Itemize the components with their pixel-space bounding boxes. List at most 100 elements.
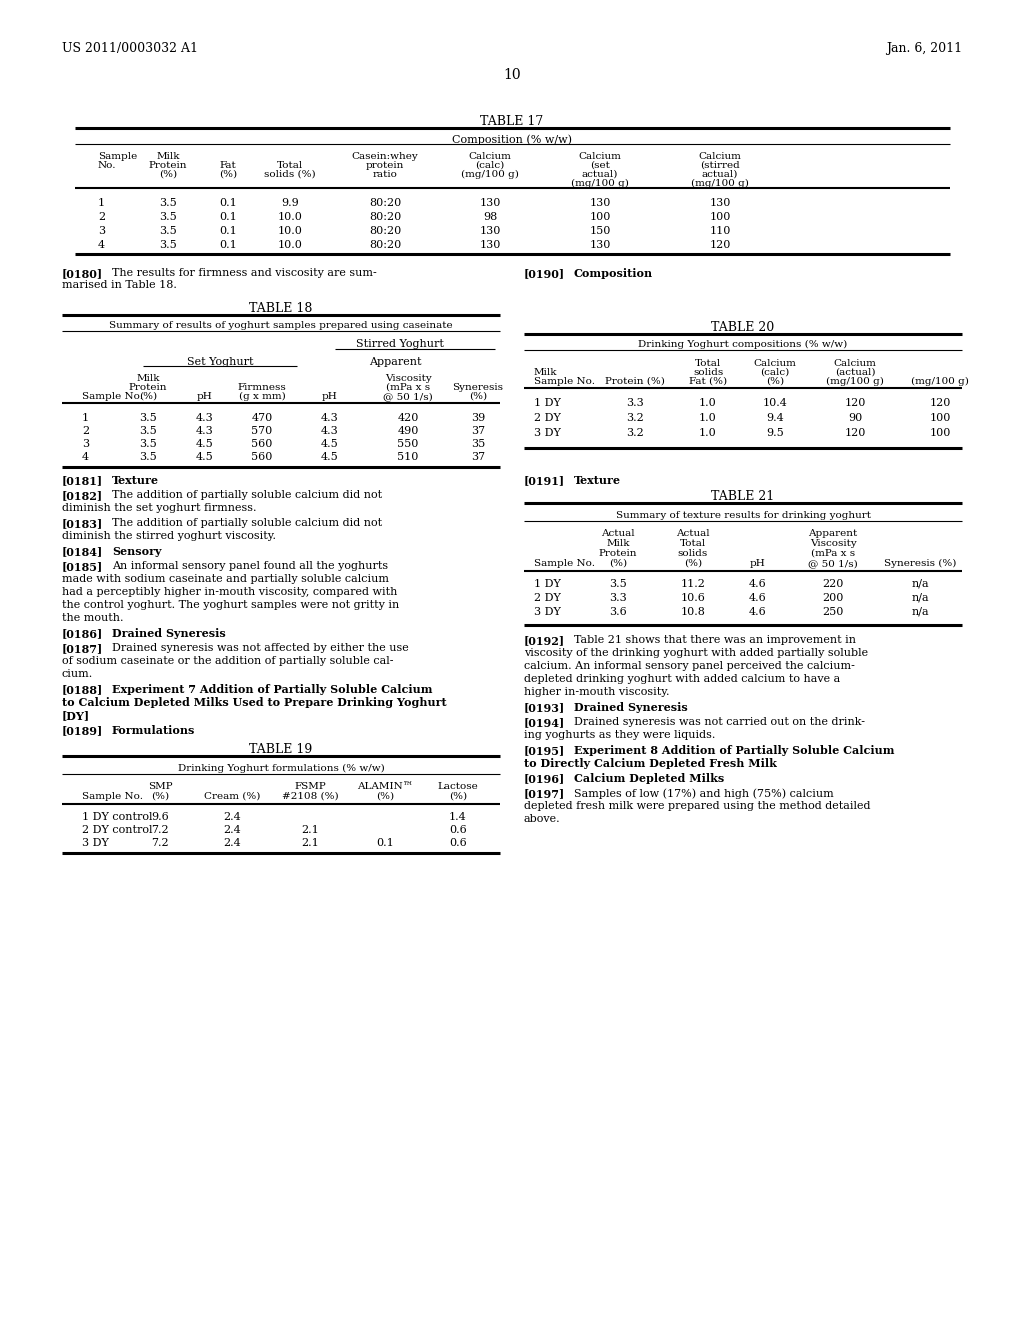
Text: 3.5: 3.5 (159, 213, 177, 222)
Text: 4.6: 4.6 (750, 593, 767, 603)
Text: Milk: Milk (136, 374, 160, 383)
Text: (calc): (calc) (475, 161, 505, 170)
Text: solids: solids (693, 368, 723, 378)
Text: 9.9: 9.9 (282, 198, 299, 209)
Text: the mouth.: the mouth. (62, 612, 124, 623)
Text: 100: 100 (590, 213, 610, 222)
Text: Lactose: Lactose (437, 781, 478, 791)
Text: 2.1: 2.1 (301, 838, 318, 847)
Text: 1.0: 1.0 (699, 399, 717, 408)
Text: [0185]: [0185] (62, 561, 103, 572)
Text: Protein: Protein (148, 161, 187, 170)
Text: pH: pH (323, 392, 338, 401)
Text: [0181]: [0181] (62, 475, 103, 486)
Text: depleted drinking yoghurt with added calcium to have a: depleted drinking yoghurt with added cal… (524, 675, 841, 684)
Text: Milk: Milk (534, 368, 557, 378)
Text: 4.5: 4.5 (197, 440, 214, 449)
Text: [0193]: [0193] (524, 702, 565, 713)
Text: 420: 420 (397, 413, 419, 422)
Text: Stirred Yoghurt: Stirred Yoghurt (356, 339, 444, 348)
Text: 2 DY control: 2 DY control (82, 825, 153, 836)
Text: Fat (%): Fat (%) (689, 378, 727, 385)
Text: (g x mm): (g x mm) (239, 392, 286, 401)
Text: Apparent: Apparent (808, 529, 858, 539)
Text: 11.2: 11.2 (681, 579, 706, 589)
Text: 80:20: 80:20 (369, 226, 401, 236)
Text: Composition: Composition (574, 268, 653, 279)
Text: 3.5: 3.5 (159, 240, 177, 249)
Text: An informal sensory panel found all the yoghurts: An informal sensory panel found all the … (112, 561, 388, 572)
Text: 39: 39 (471, 413, 485, 422)
Text: Drinking Yoghurt compositions (% w/w): Drinking Yoghurt compositions (% w/w) (638, 341, 848, 348)
Text: Calcium Depleted Milks: Calcium Depleted Milks (574, 774, 724, 784)
Text: (%): (%) (609, 558, 627, 568)
Text: Firmness: Firmness (238, 383, 287, 392)
Text: Drinking Yoghurt formulations (% w/w): Drinking Yoghurt formulations (% w/w) (177, 764, 384, 774)
Text: 100: 100 (710, 213, 731, 222)
Text: n/a: n/a (911, 579, 929, 589)
Text: 2: 2 (98, 213, 105, 222)
Text: Apparent: Apparent (369, 356, 421, 367)
Text: 3.5: 3.5 (609, 579, 627, 589)
Text: [0197]: [0197] (524, 788, 565, 799)
Text: [0195]: [0195] (524, 744, 565, 756)
Text: [0196]: [0196] (524, 774, 565, 784)
Text: Composition (% w/w): Composition (% w/w) (452, 135, 572, 145)
Text: [0191]: [0191] (524, 475, 565, 486)
Text: 10.8: 10.8 (681, 607, 706, 616)
Text: Samples of low (17%) and high (75%) calcium: Samples of low (17%) and high (75%) calc… (574, 788, 834, 799)
Text: pH: pH (198, 392, 213, 401)
Text: Drained Syneresis: Drained Syneresis (112, 628, 225, 639)
Text: [0184]: [0184] (62, 546, 103, 557)
Text: 0.1: 0.1 (376, 838, 394, 847)
Text: 550: 550 (397, 440, 419, 449)
Text: Sample No.: Sample No. (82, 792, 143, 801)
Text: (%): (%) (449, 792, 467, 801)
Text: Calcium: Calcium (834, 359, 877, 368)
Text: 1: 1 (98, 198, 105, 209)
Text: 150: 150 (590, 226, 610, 236)
Text: 9.4: 9.4 (766, 413, 784, 422)
Text: 3.3: 3.3 (609, 593, 627, 603)
Text: @ 50 1/s): @ 50 1/s) (808, 558, 858, 568)
Text: Milk: Milk (157, 152, 180, 161)
Text: 3.6: 3.6 (609, 607, 627, 616)
Text: 1 DY: 1 DY (534, 579, 561, 589)
Text: 3.5: 3.5 (159, 226, 177, 236)
Text: 90: 90 (848, 413, 862, 422)
Text: 9.6: 9.6 (152, 812, 169, 822)
Text: n/a: n/a (911, 607, 929, 616)
Text: Calcium: Calcium (698, 152, 741, 161)
Text: (%): (%) (219, 170, 238, 180)
Text: [0182]: [0182] (62, 490, 103, 502)
Text: Summary of texture results for drinking yoghurt: Summary of texture results for drinking … (615, 511, 870, 520)
Text: (%): (%) (469, 392, 487, 401)
Text: 1 DY control: 1 DY control (82, 812, 153, 822)
Text: 80:20: 80:20 (369, 240, 401, 249)
Text: Calcium: Calcium (469, 152, 511, 161)
Text: ratio: ratio (373, 170, 397, 180)
Text: 10.0: 10.0 (278, 213, 302, 222)
Text: Sensory: Sensory (112, 546, 162, 557)
Text: 0.1: 0.1 (219, 226, 237, 236)
Text: the control yoghurt. The yoghurt samples were not gritty in: the control yoghurt. The yoghurt samples… (62, 601, 399, 610)
Text: 220: 220 (822, 579, 844, 589)
Text: (mg/100 g): (mg/100 g) (826, 378, 884, 387)
Text: TABLE 19: TABLE 19 (250, 743, 312, 756)
Text: Drained syneresis was not affected by either the use: Drained syneresis was not affected by ei… (112, 643, 409, 653)
Text: 510: 510 (397, 451, 419, 462)
Text: had a perceptibly higher in-mouth viscosity, compared with: had a perceptibly higher in-mouth viscos… (62, 587, 397, 597)
Text: (%): (%) (159, 170, 177, 180)
Text: Actual: Actual (676, 529, 710, 539)
Text: (%): (%) (139, 392, 157, 401)
Text: actual): actual) (701, 170, 738, 180)
Text: Viscosity: Viscosity (810, 539, 856, 548)
Text: 100: 100 (930, 413, 950, 422)
Text: above.: above. (524, 814, 560, 824)
Text: 3.5: 3.5 (139, 413, 157, 422)
Text: [0190]: [0190] (524, 268, 565, 279)
Text: 3.2: 3.2 (626, 413, 644, 422)
Text: 560: 560 (251, 451, 272, 462)
Text: solids: solids (678, 549, 709, 558)
Text: Texture: Texture (112, 475, 159, 486)
